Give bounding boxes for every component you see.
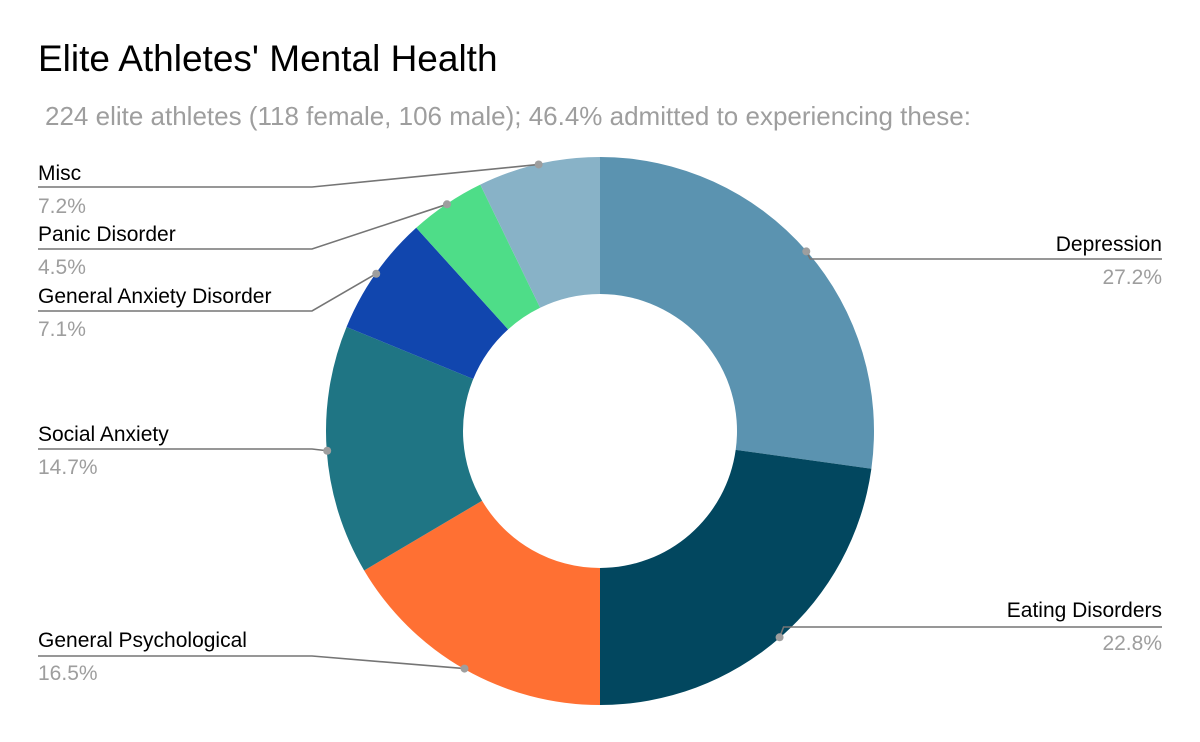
slice-eating-disorders — [600, 449, 872, 705]
chart-subtitle: 224 elite athletes (118 female, 106 male… — [45, 101, 971, 131]
donut-slices — [326, 157, 874, 705]
slice-label-general-anxiety-disorder: General Anxiety Disorder — [38, 285, 271, 308]
leader-lines — [38, 160, 1162, 673]
slice-labels: Depression 27.2% Eating Disorders 22.8% Gene… — [38, 162, 1162, 685]
leader-line-social-anxiety — [38, 448, 328, 452]
leader-line-misc — [38, 163, 539, 188]
slice-label-panic-disorder: Panic Disorder — [38, 223, 176, 246]
leader-dot-depression — [802, 247, 811, 256]
leader-dot-panic-disorder — [442, 200, 451, 209]
slice-misc — [480, 157, 600, 308]
slice-value-general-anxiety-disorder: 7.1% — [38, 318, 86, 341]
slice-value-misc: 7.2% — [38, 195, 86, 218]
slice-label-general-psychological: General Psychological — [38, 629, 247, 652]
leader-line-panic-disorder — [38, 203, 448, 250]
leader-dot-misc — [534, 160, 543, 169]
leader-dot-general-psychological — [460, 664, 469, 673]
leader-line-general-psychological — [38, 655, 465, 670]
slice-general-anxiety-disorder — [346, 227, 509, 379]
slice-panic-disorder — [416, 184, 541, 330]
slice-value-depression: 27.2% — [1102, 266, 1162, 289]
chart-title: Elite Athletes' Mental Health — [38, 38, 498, 79]
slice-label-misc: Misc — [38, 162, 81, 185]
leader-dot-eating-disorders — [775, 633, 784, 642]
leader-dot-general-anxiety-disorder — [372, 269, 381, 278]
leader-dot-social-anxiety — [323, 446, 332, 455]
slice-label-depression: Depression — [1056, 233, 1162, 256]
slice-social-anxiety — [326, 326, 483, 571]
leader-line-general-anxiety-disorder — [38, 273, 377, 312]
slice-depression — [600, 157, 874, 469]
slice-value-panic-disorder: 4.5% — [38, 256, 86, 279]
slice-general-psychological — [364, 500, 600, 705]
slice-value-social-anxiety: 14.7% — [38, 456, 98, 479]
slice-label-eating-disorders: Eating Disorders — [1007, 599, 1162, 622]
slice-label-social-anxiety: Social Anxiety — [38, 423, 169, 446]
slice-value-eating-disorders: 22.8% — [1102, 632, 1162, 655]
slice-value-general-psychological: 16.5% — [38, 662, 98, 685]
